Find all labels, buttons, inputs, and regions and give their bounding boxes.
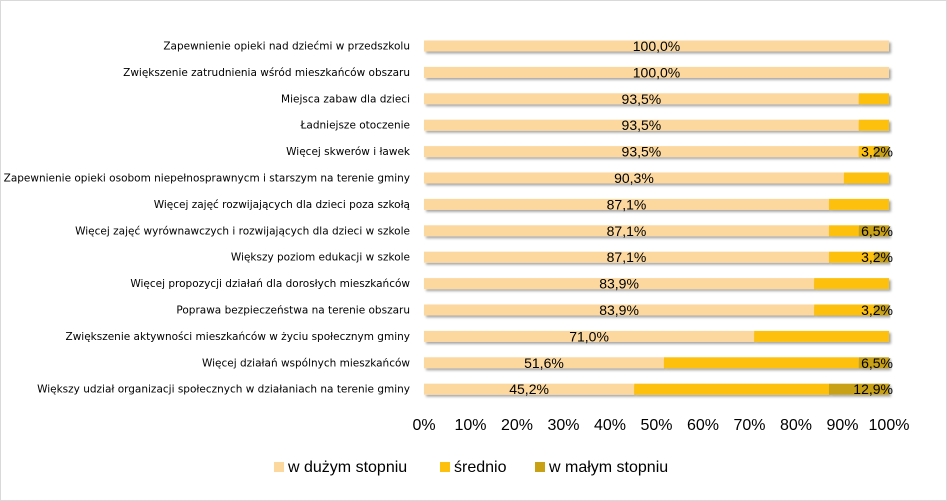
data-label: 87,1% (607, 196, 647, 212)
bar-segment (829, 251, 875, 263)
x-axis-ticks: 0% 10% 20% 30% 40% 50% 60% 70% 80% 90% 100% (412, 417, 909, 434)
bar-segment (829, 225, 859, 237)
x-tick-label: 60% (687, 417, 719, 434)
bar-segment (858, 357, 889, 369)
bar-segment (424, 172, 844, 184)
data-label: 87,1% (607, 249, 647, 265)
data-label: 93,5% (622, 144, 662, 160)
bar-segment (424, 251, 830, 263)
legend-swatch (440, 462, 450, 472)
bar-segment (424, 93, 859, 105)
category-label: Więcej skwerów i ławek (286, 146, 411, 158)
bar-segment (424, 146, 859, 158)
category-label: Zapewnienie opieki osobom niepełnosprawn… (4, 173, 410, 185)
data-label: 93,5% (622, 91, 662, 107)
bar-segment (663, 357, 859, 369)
data-label: 71,0% (569, 328, 609, 344)
bar-segment (424, 383, 635, 395)
data-label: 90,3% (614, 170, 654, 186)
bar-segment (424, 278, 815, 290)
data-labels: 100,0% 100,0% 93,5% 93,5% 93,5% 3,2% 90,3% 87,1… (509, 38, 893, 397)
legend-label: w dużym stopniu (287, 459, 407, 476)
data-label: 93,5% (622, 117, 662, 133)
x-tick-label: 0% (412, 417, 435, 434)
bar-segment (874, 304, 889, 316)
category-label: Poprawa bezpieczeństwa na terenie obszar… (176, 305, 410, 317)
x-tick-label: 40% (594, 417, 626, 434)
data-label: 6,5% (861, 223, 893, 239)
bar-segment (424, 119, 859, 131)
bar-segment (858, 119, 889, 131)
legend: w dużym stopniu średnio w małym stopniu (274, 459, 668, 476)
data-label: 45,2% (509, 381, 549, 397)
bar-segment (634, 383, 830, 395)
category-label: Więcej zajęć rozwijających dla dzieci po… (154, 199, 410, 211)
data-label: 3,2% (861, 249, 893, 265)
data-label: 100,0% (633, 64, 680, 80)
bar-segment (424, 40, 889, 52)
bar-segment (424, 198, 830, 210)
category-labels: Zapewnienie opieki nad dziećmi w przedsz… (4, 41, 411, 396)
x-tick-label: 100% (869, 417, 910, 434)
bar-segment (858, 93, 889, 105)
x-tick-label: 20% (501, 417, 533, 434)
bar-segment (829, 198, 889, 210)
bar-segment (424, 304, 815, 316)
data-label: 83,9% (599, 276, 639, 292)
bar-segment (424, 357, 664, 369)
bar-segment (874, 146, 889, 158)
legend-label: w małym stopniu (548, 459, 668, 476)
category-label: Zapewnienie opieki nad dziećmi w przedsz… (163, 41, 410, 53)
bar-segment (424, 225, 830, 237)
bar-segment (814, 304, 875, 316)
legend-swatch (535, 462, 545, 472)
bar-segment (858, 225, 889, 237)
x-tick-label: 50% (640, 417, 672, 434)
bar-segment (843, 172, 889, 184)
legend-swatch (274, 462, 284, 472)
category-label: Ładniejsze otoczenie (300, 120, 410, 132)
category-label: Więcej działań wspólnych mieszkańców (202, 357, 410, 369)
bar-segment (858, 146, 875, 158)
bar-segment (814, 278, 889, 290)
category-label: Zwiększenie aktywności mieszkańców w życ… (66, 331, 411, 343)
x-tick-label: 30% (547, 417, 579, 434)
category-label: Większy udział organizacji społecznych w… (37, 384, 410, 396)
category-label: Większy poziom edukacji w szkole (231, 252, 410, 264)
data-label: 6,5% (861, 355, 893, 371)
category-label: Zwiększenie zatrudnienia wśród mieszkańc… (123, 67, 410, 79)
x-tick-label: 70% (733, 417, 765, 434)
data-label: 3,2% (861, 144, 893, 160)
bar-segment (829, 383, 889, 395)
category-label: Więcej propozycji działań dla dorosłych … (130, 278, 410, 290)
legend-label: średnio (454, 459, 507, 476)
bar-segment (424, 66, 889, 78)
bar-segment (874, 251, 889, 263)
category-label: Miejsca zabaw dla dzieci (281, 93, 410, 105)
x-tick-label: 10% (454, 417, 486, 434)
data-label: 3,2% (861, 302, 893, 318)
data-label: 87,1% (607, 223, 647, 239)
bar-segment (424, 330, 755, 342)
data-label: 12,9% (853, 381, 893, 397)
data-label: 51,6% (524, 355, 564, 371)
data-label: 83,9% (599, 302, 639, 318)
category-label: Więcej zajęć wyrównawczych i rozwijający… (75, 225, 410, 237)
x-tick-label: 80% (780, 417, 812, 434)
x-tick-label: 90% (826, 417, 858, 434)
bars-group (424, 40, 889, 395)
bar-segment (754, 330, 889, 342)
data-label: 100,0% (633, 38, 680, 54)
